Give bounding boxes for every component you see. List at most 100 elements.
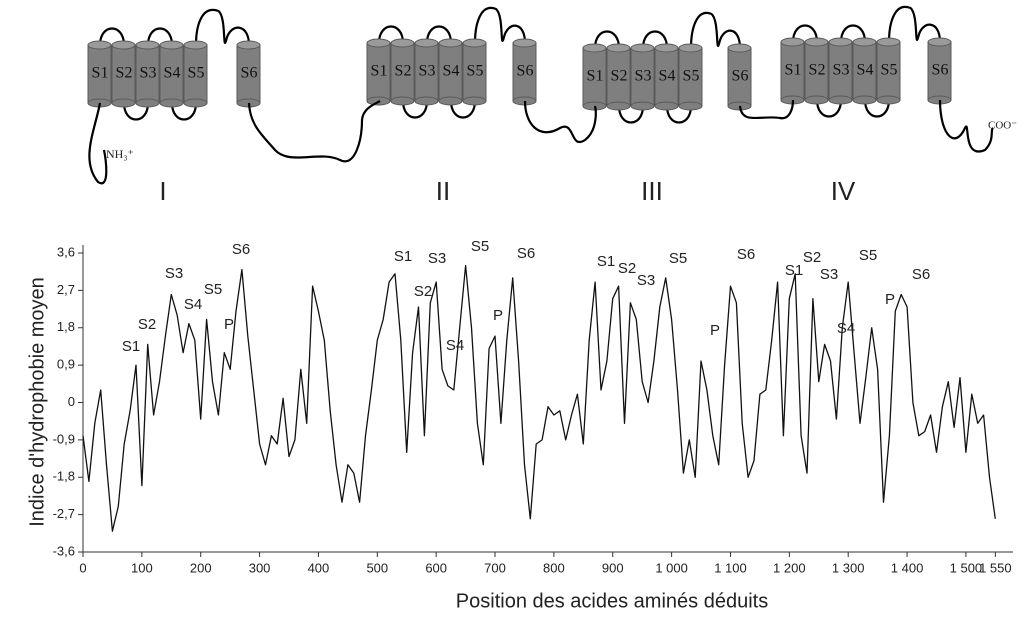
loop	[887, 5, 942, 43]
y-tick-label: -1,8	[53, 469, 75, 484]
loop	[815, 99, 843, 118]
segment-label: S6	[241, 65, 258, 82]
segment-annotation: S1	[597, 253, 615, 270]
segment-base	[135, 98, 160, 108]
segment-label: S5	[188, 65, 205, 82]
y-tick-label: 1,8	[57, 319, 75, 334]
segment-cap	[678, 43, 703, 53]
y-tick-label: 2,7	[57, 282, 75, 297]
segment-base	[183, 98, 208, 108]
x-tick-label: 0	[79, 560, 86, 575]
x-tick-label: 1 000	[655, 560, 688, 575]
segment-cap	[852, 37, 877, 47]
segment-annotation: S2	[138, 316, 156, 333]
segment-label: S4	[857, 62, 874, 79]
segment-base	[630, 101, 655, 111]
segment-base	[462, 96, 487, 106]
segment-cap	[159, 40, 184, 50]
segment-label: S2	[116, 65, 133, 82]
x-tick-label: 600	[425, 560, 447, 575]
domain-label: II	[436, 176, 450, 206]
segment-annotation: S5	[669, 250, 687, 267]
segment-cap	[630, 43, 655, 53]
topology-diagram: S1 S2 S3 S4 S5 S6 I S1 S2 S3 S4 S5 S6 II S1 S2 S3 S4 S5 S6 I…	[87, 5, 1017, 206]
segment-label: S6	[517, 63, 534, 80]
loop	[170, 102, 198, 121]
segment-annotation: S5	[471, 238, 489, 255]
y-tick-label: -2,7	[53, 506, 75, 521]
segment-label: S3	[419, 63, 436, 80]
segment-label: S1	[371, 63, 388, 80]
segment-annotation: P	[710, 322, 720, 339]
segment-annotation: S5	[859, 247, 877, 264]
segment-annotation: P	[224, 316, 234, 333]
loop	[377, 25, 405, 44]
segment-annotation: S1	[394, 248, 412, 265]
y-tick-label: 0,9	[57, 357, 75, 372]
segment-annotation: S1	[785, 262, 803, 279]
x-tick-label: 900	[602, 560, 624, 575]
segment-base	[828, 95, 853, 105]
segment-annotation: S2	[618, 260, 636, 277]
segment-cap	[462, 38, 487, 48]
loop	[146, 27, 174, 46]
loop	[938, 99, 994, 153]
x-tick-label: 1 400	[891, 560, 924, 575]
x-tick-label: 1 500	[950, 560, 983, 575]
domain-label: I	[159, 176, 166, 206]
segment-label: S5	[881, 62, 898, 79]
domain-label: III	[641, 176, 663, 206]
x-tick-label: 800	[543, 560, 565, 575]
segment-cap	[828, 37, 853, 47]
segment-annotation: S6	[517, 245, 535, 262]
segment-annotation: S4	[837, 320, 855, 337]
c-terminus: COO⁻	[988, 120, 1017, 132]
y-tick-label: -0,9	[53, 431, 75, 446]
segment-label: S2	[809, 62, 826, 79]
segment-base	[606, 101, 631, 111]
segment-label: S5	[683, 68, 700, 85]
segment-base	[852, 95, 877, 105]
segment-label: S6	[932, 62, 949, 79]
segment-base	[678, 101, 703, 111]
segment-base	[390, 96, 415, 106]
segment-base	[804, 95, 829, 105]
segment-base	[582, 101, 607, 111]
segment-base	[727, 101, 752, 111]
y-tick-label: 3,6	[57, 244, 75, 259]
segment-cap	[111, 40, 136, 50]
segment-base	[438, 96, 463, 106]
y-tick-label: 0	[68, 394, 75, 409]
x-axis-label: Position des acides aminés déduits	[456, 590, 768, 612]
y-tick-label: -3,6	[53, 543, 75, 558]
loop	[122, 102, 150, 121]
segment-label: S3	[140, 65, 157, 82]
loop	[839, 24, 867, 43]
segment-cap	[582, 43, 607, 53]
segment-cap	[804, 37, 829, 47]
loop	[791, 24, 819, 43]
segment-cap	[606, 43, 631, 53]
segment-annotation: S3	[428, 250, 446, 267]
segment-cap	[414, 38, 439, 48]
segment-annotation: P	[885, 291, 895, 308]
segment-base	[876, 95, 901, 105]
segment-base	[159, 98, 184, 108]
x-tick-label: 1 100	[714, 560, 747, 575]
loop	[425, 25, 453, 44]
loop	[689, 11, 742, 49]
segment-label: S3	[833, 62, 850, 79]
loop	[401, 100, 429, 119]
segment-base	[654, 101, 679, 111]
segment-annotation: P	[493, 307, 503, 324]
loop	[247, 100, 381, 163]
segment-label: S4	[164, 65, 181, 82]
segment-cap	[512, 38, 537, 48]
x-tick-label: 1 300	[832, 560, 865, 575]
loop	[98, 27, 126, 46]
segment-label: S4	[443, 63, 460, 80]
x-tick-label: 100	[131, 560, 153, 575]
segment-cap	[390, 38, 415, 48]
segment-annotation: S6	[737, 246, 755, 263]
y-axis-label: Indice d'hydrophobie moyen	[26, 277, 48, 527]
